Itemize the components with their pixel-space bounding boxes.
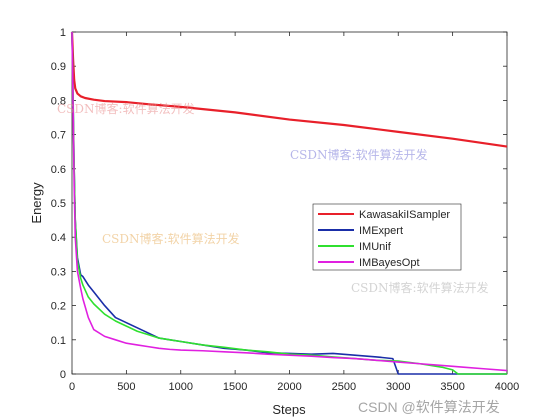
x-tick-label: 500 xyxy=(117,381,135,393)
x-tick-label: 3000 xyxy=(386,381,410,393)
y-tick-label: 0.1 xyxy=(51,335,66,347)
watermark-text: CSDN博客:软件算法开发 xyxy=(102,232,240,246)
x-tick-label: 1500 xyxy=(223,381,247,393)
legend-label: KawasakiISampler xyxy=(359,209,450,221)
y-tick-label: 0.9 xyxy=(51,61,66,73)
series-line-imunif xyxy=(71,31,507,375)
x-tick-label: 0 xyxy=(69,381,75,393)
watermark-text: CSDN博客:软件算法开发 xyxy=(351,281,489,295)
series-lines xyxy=(70,31,508,375)
x-tick-label: 2000 xyxy=(277,381,301,393)
series-line-kawasakiisampler xyxy=(70,31,508,148)
legend-label: IMBayesOpt xyxy=(359,257,420,269)
series-line-imbayesopt xyxy=(71,31,508,372)
y-tick-label: 0 xyxy=(60,369,66,381)
y-tick-label: 0.5 xyxy=(51,198,66,210)
plot-area xyxy=(71,31,508,375)
x-tick-label: 1000 xyxy=(169,381,193,393)
y-tick-label: 1 xyxy=(60,27,66,39)
x-axis-label: Steps xyxy=(272,402,306,417)
x-tick-label: 2500 xyxy=(332,381,356,393)
y-tick-label: 0.4 xyxy=(51,232,66,244)
y-tick-label: 0.8 xyxy=(51,95,66,107)
watermark-text: CSDN @软件算法开发 xyxy=(358,399,500,415)
y-tick-label: 0.2 xyxy=(51,301,66,313)
y-tick-label: 0.3 xyxy=(51,266,66,278)
watermark-text: CSDN博客:软件算法开发 xyxy=(57,102,195,116)
x-tick-label: 3500 xyxy=(440,381,464,393)
axis-ticks: 0 500 1000 1500 2000 2500 3000 3500 4000 0 0.1 0.2 0… xyxy=(51,27,520,393)
y-tick-label: 0.6 xyxy=(51,164,66,176)
legend-label: IMExpert xyxy=(359,225,403,237)
x-tick-label: 4000 xyxy=(495,381,519,393)
legend-label: IMUnif xyxy=(359,241,392,253)
y-axis-label: Energy xyxy=(29,182,44,224)
legend: KawasakiISampler IMExpert IMUnif IMBayesOpt xyxy=(312,203,462,271)
watermark-text: CSDN博客:软件算法开发 xyxy=(290,148,428,162)
y-tick-label: 0.7 xyxy=(51,130,66,142)
